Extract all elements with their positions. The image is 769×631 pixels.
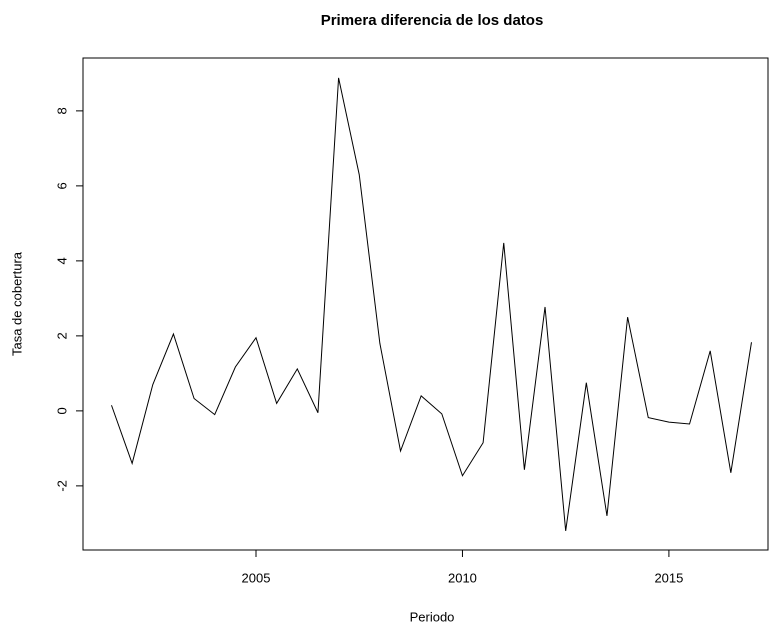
data-line <box>111 77 752 531</box>
y-axis-label: Tasa de cobertura <box>9 251 24 356</box>
y-tick-label: 8 <box>54 107 69 114</box>
x-tick-label: 2005 <box>242 570 271 585</box>
x-tick-label: 2015 <box>654 570 683 585</box>
x-axis-label: Periodo <box>410 609 455 624</box>
plot-box <box>82 57 769 551</box>
chart-title: Primera diferencia de los datos <box>321 12 544 29</box>
y-tick-label: -2 <box>54 480 69 492</box>
x-tick-label: 2010 <box>448 570 477 585</box>
y-tick-label: 2 <box>54 332 69 339</box>
y-tick-label: 6 <box>54 182 69 189</box>
y-tick-label: 4 <box>54 257 69 264</box>
y-tick-label: 0 <box>54 407 69 414</box>
